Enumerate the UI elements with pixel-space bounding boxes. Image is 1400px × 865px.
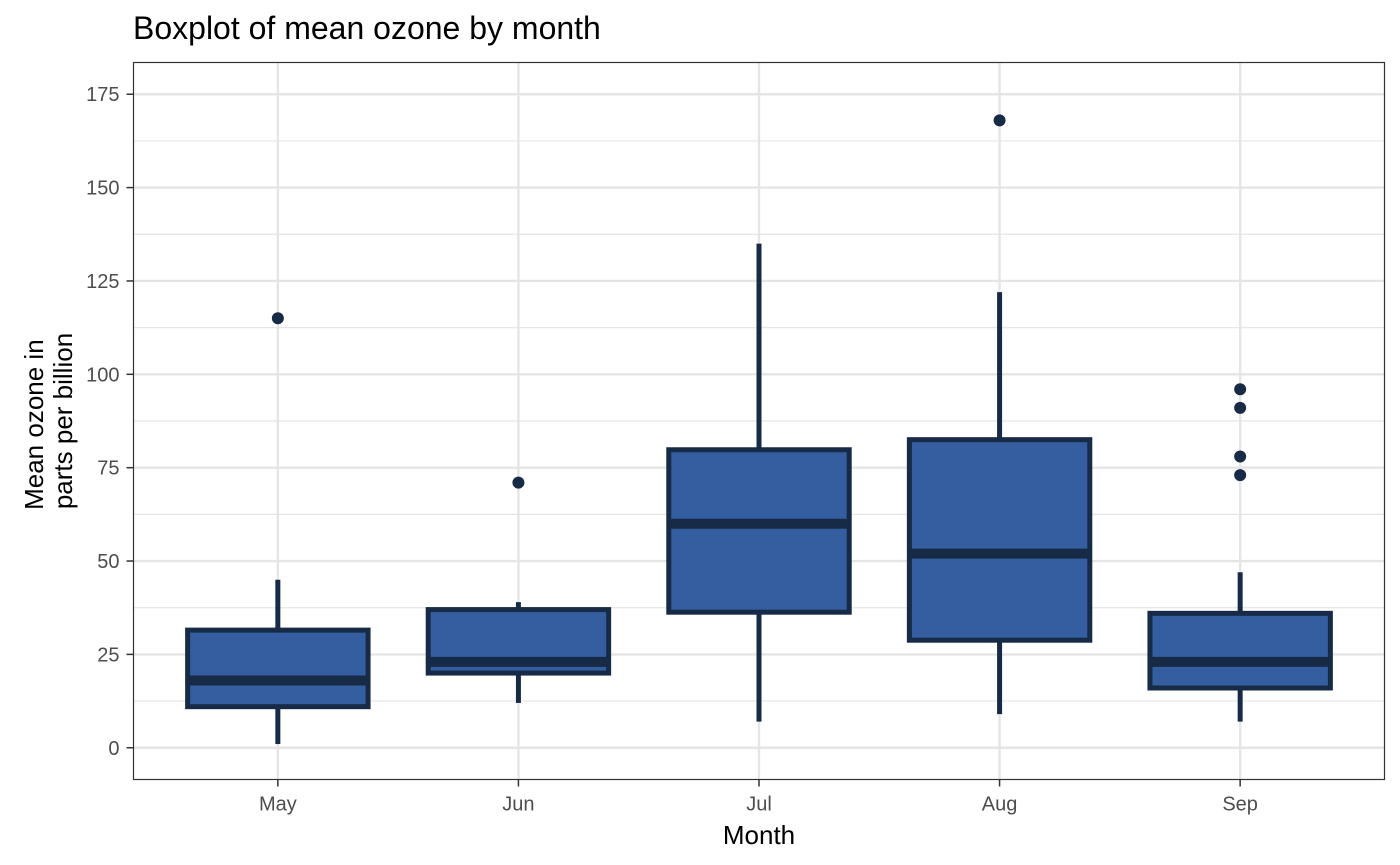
y-tick-label: 0	[108, 738, 119, 760]
outlier-point	[1234, 401, 1247, 414]
outlier-point	[512, 476, 525, 489]
y-tick-label: 25	[97, 644, 119, 666]
y-tick-label: 150	[86, 178, 119, 200]
x-axis-title: Month	[723, 820, 795, 850]
chart-title: Boxplot of mean ozone by month	[133, 10, 601, 46]
y-tick-label: 100	[86, 364, 119, 386]
x-tick-label: Jul	[746, 794, 772, 816]
y-tick-label: 125	[86, 271, 119, 293]
box-series	[185, 114, 1333, 745]
outlier-point	[1234, 469, 1247, 482]
outlier-point	[1234, 450, 1247, 463]
y-tick-label: 75	[97, 458, 119, 480]
box-group-jul	[666, 243, 852, 722]
box-group-aug	[906, 114, 1093, 715]
y-axis-title-line-2: parts per billion	[48, 333, 78, 509]
x-tick-label: May	[259, 794, 297, 816]
y-tick-label: 175	[86, 84, 119, 106]
box	[906, 437, 1093, 643]
y-axis: 0 25 50 75 100 125 150 175	[86, 84, 134, 760]
outlier-point	[271, 312, 284, 325]
box	[666, 447, 852, 615]
x-tick-label: Aug	[982, 794, 1018, 816]
outlier-point	[1234, 383, 1247, 396]
box-group-sep	[1147, 383, 1333, 722]
y-axis-title-line-1: Mean ozone in	[19, 339, 49, 510]
x-tick-label: Jun	[502, 794, 534, 816]
box	[185, 627, 371, 710]
outlier-point	[993, 114, 1006, 127]
x-axis: May Jun Jul Aug Sep	[259, 779, 1258, 816]
x-tick-label: Sep	[1222, 794, 1258, 816]
box-group-may	[185, 312, 371, 745]
box	[1147, 610, 1333, 691]
box-group-jun	[425, 476, 612, 703]
y-axis-title: Mean ozone in parts per billion	[19, 332, 78, 510]
y-tick-label: 50	[97, 551, 119, 573]
